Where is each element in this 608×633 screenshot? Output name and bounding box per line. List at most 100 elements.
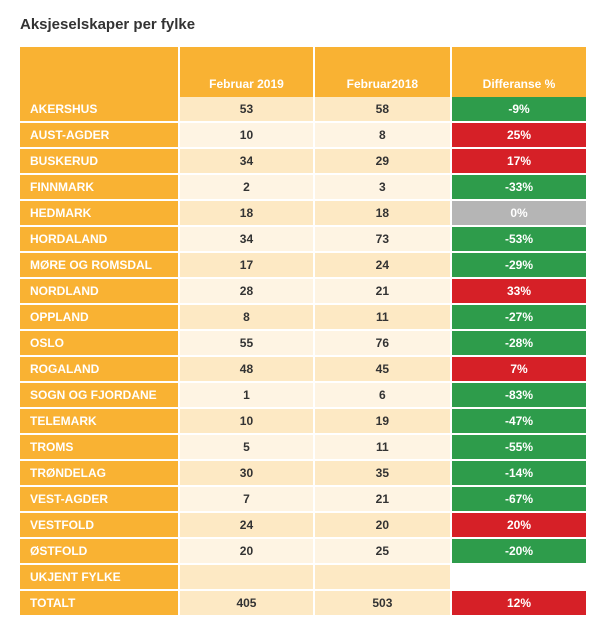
cell-diff: -27% xyxy=(451,304,587,330)
col-header-b: Februar2018 xyxy=(314,71,451,97)
cell-b: 25 xyxy=(314,538,451,564)
row-label: MØRE OG ROMSDAL xyxy=(20,252,179,278)
cell-diff: 25% xyxy=(451,122,587,148)
cell-b: 11 xyxy=(314,304,451,330)
cell-diff: -83% xyxy=(451,382,587,408)
cell-a: 10 xyxy=(179,408,313,434)
cell-b: 18 xyxy=(314,200,451,226)
cell-b: 3 xyxy=(314,174,451,200)
table-row: UKJENT FYLKE xyxy=(20,564,587,590)
table-row: AUST-AGDER10825% xyxy=(20,122,587,148)
row-label: BUSKERUD xyxy=(20,148,179,174)
table-row: SOGN OG FJORDANE16-83% xyxy=(20,382,587,408)
row-label: NORDLAND xyxy=(20,278,179,304)
cell-b: 21 xyxy=(314,278,451,304)
table-row: ØSTFOLD2025-20% xyxy=(20,538,587,564)
row-label: TRØNDELAG xyxy=(20,460,179,486)
cell-diff: 0% xyxy=(451,200,587,226)
cell-a: 17 xyxy=(179,252,313,278)
cell-diff: -67% xyxy=(451,486,587,512)
cell-a: 2 xyxy=(179,174,313,200)
cell-diff: -14% xyxy=(451,460,587,486)
cell-b: 11 xyxy=(314,434,451,460)
cell-b: 24 xyxy=(314,252,451,278)
cell-b: 19 xyxy=(314,408,451,434)
cell-diff: 17% xyxy=(451,148,587,174)
cell-b: 8 xyxy=(314,122,451,148)
row-label: OPPLAND xyxy=(20,304,179,330)
cell-b: 73 xyxy=(314,226,451,252)
table-row: HEDMARK18180% xyxy=(20,200,587,226)
cell-diff: 7% xyxy=(451,356,587,382)
row-label: ØSTFOLD xyxy=(20,538,179,564)
cell-b: 29 xyxy=(314,148,451,174)
cell-b: 6 xyxy=(314,382,451,408)
cell-b: 503 xyxy=(314,590,451,616)
cell-diff xyxy=(451,564,587,590)
cell-diff: 12% xyxy=(451,590,587,616)
cell-b: 76 xyxy=(314,330,451,356)
cell-a: 48 xyxy=(179,356,313,382)
cell-a: 30 xyxy=(179,460,313,486)
table-row: OSLO5576-28% xyxy=(20,330,587,356)
cell-b: 58 xyxy=(314,97,451,122)
cell-diff: -9% xyxy=(451,97,587,122)
cell-a: 10 xyxy=(179,122,313,148)
table-row: AKERSHUS5358-9% xyxy=(20,97,587,122)
cell-a: 5 xyxy=(179,434,313,460)
row-label: HEDMARK xyxy=(20,200,179,226)
cell-diff: -20% xyxy=(451,538,587,564)
cell-diff: -33% xyxy=(451,174,587,200)
table-row-total: TOTALT40550312% xyxy=(20,590,587,616)
cell-b: 21 xyxy=(314,486,451,512)
cell-diff: -55% xyxy=(451,434,587,460)
table-row: TELEMARK1019-47% xyxy=(20,408,587,434)
table-row: TRØNDELAG3035-14% xyxy=(20,460,587,486)
table-row: VEST-AGDER721-67% xyxy=(20,486,587,512)
cell-b: 45 xyxy=(314,356,451,382)
cell-diff: -28% xyxy=(451,330,587,356)
table-row: BUSKERUD342917% xyxy=(20,148,587,174)
cell-a: 24 xyxy=(179,512,313,538)
row-label: TOTALT xyxy=(20,590,179,616)
cell-a: 34 xyxy=(179,226,313,252)
cell-a: 55 xyxy=(179,330,313,356)
table-row: HORDALAND3473-53% xyxy=(20,226,587,252)
table-row: ROGALAND48457% xyxy=(20,356,587,382)
cell-diff: -47% xyxy=(451,408,587,434)
cell-a xyxy=(179,564,313,590)
row-label: VESTFOLD xyxy=(20,512,179,538)
cell-a: 53 xyxy=(179,97,313,122)
cell-a: 7 xyxy=(179,486,313,512)
row-label: ROGALAND xyxy=(20,356,179,382)
cell-diff: -29% xyxy=(451,252,587,278)
row-label: HORDALAND xyxy=(20,226,179,252)
cell-diff: 33% xyxy=(451,278,587,304)
cell-a: 34 xyxy=(179,148,313,174)
table-row: VESTFOLD242020% xyxy=(20,512,587,538)
col-header-diff: Differanse % xyxy=(451,71,587,97)
row-label: OSLO xyxy=(20,330,179,356)
cell-diff: -53% xyxy=(451,226,587,252)
cell-a: 405 xyxy=(179,590,313,616)
table-row: MØRE OG ROMSDAL1724-29% xyxy=(20,252,587,278)
row-label: UKJENT FYLKE xyxy=(20,564,179,590)
row-label: FINNMARK xyxy=(20,174,179,200)
table-row: OPPLAND811-27% xyxy=(20,304,587,330)
row-label: TROMS xyxy=(20,434,179,460)
cell-a: 8 xyxy=(179,304,313,330)
row-label: AKERSHUS xyxy=(20,97,179,122)
page-title: Aksjeselskaper per fylke xyxy=(20,16,588,33)
row-label: SOGN OG FJORDANE xyxy=(20,382,179,408)
cell-a: 28 xyxy=(179,278,313,304)
cell-a: 20 xyxy=(179,538,313,564)
row-label: VEST-AGDER xyxy=(20,486,179,512)
row-label: TELEMARK xyxy=(20,408,179,434)
cell-diff: 20% xyxy=(451,512,587,538)
table-row: NORDLAND282133% xyxy=(20,278,587,304)
cell-b: 35 xyxy=(314,460,451,486)
cell-a: 18 xyxy=(179,200,313,226)
table-row: FINNMARK23-33% xyxy=(20,174,587,200)
cell-a: 1 xyxy=(179,382,313,408)
col-header-a: Februar 2019 xyxy=(179,71,313,97)
